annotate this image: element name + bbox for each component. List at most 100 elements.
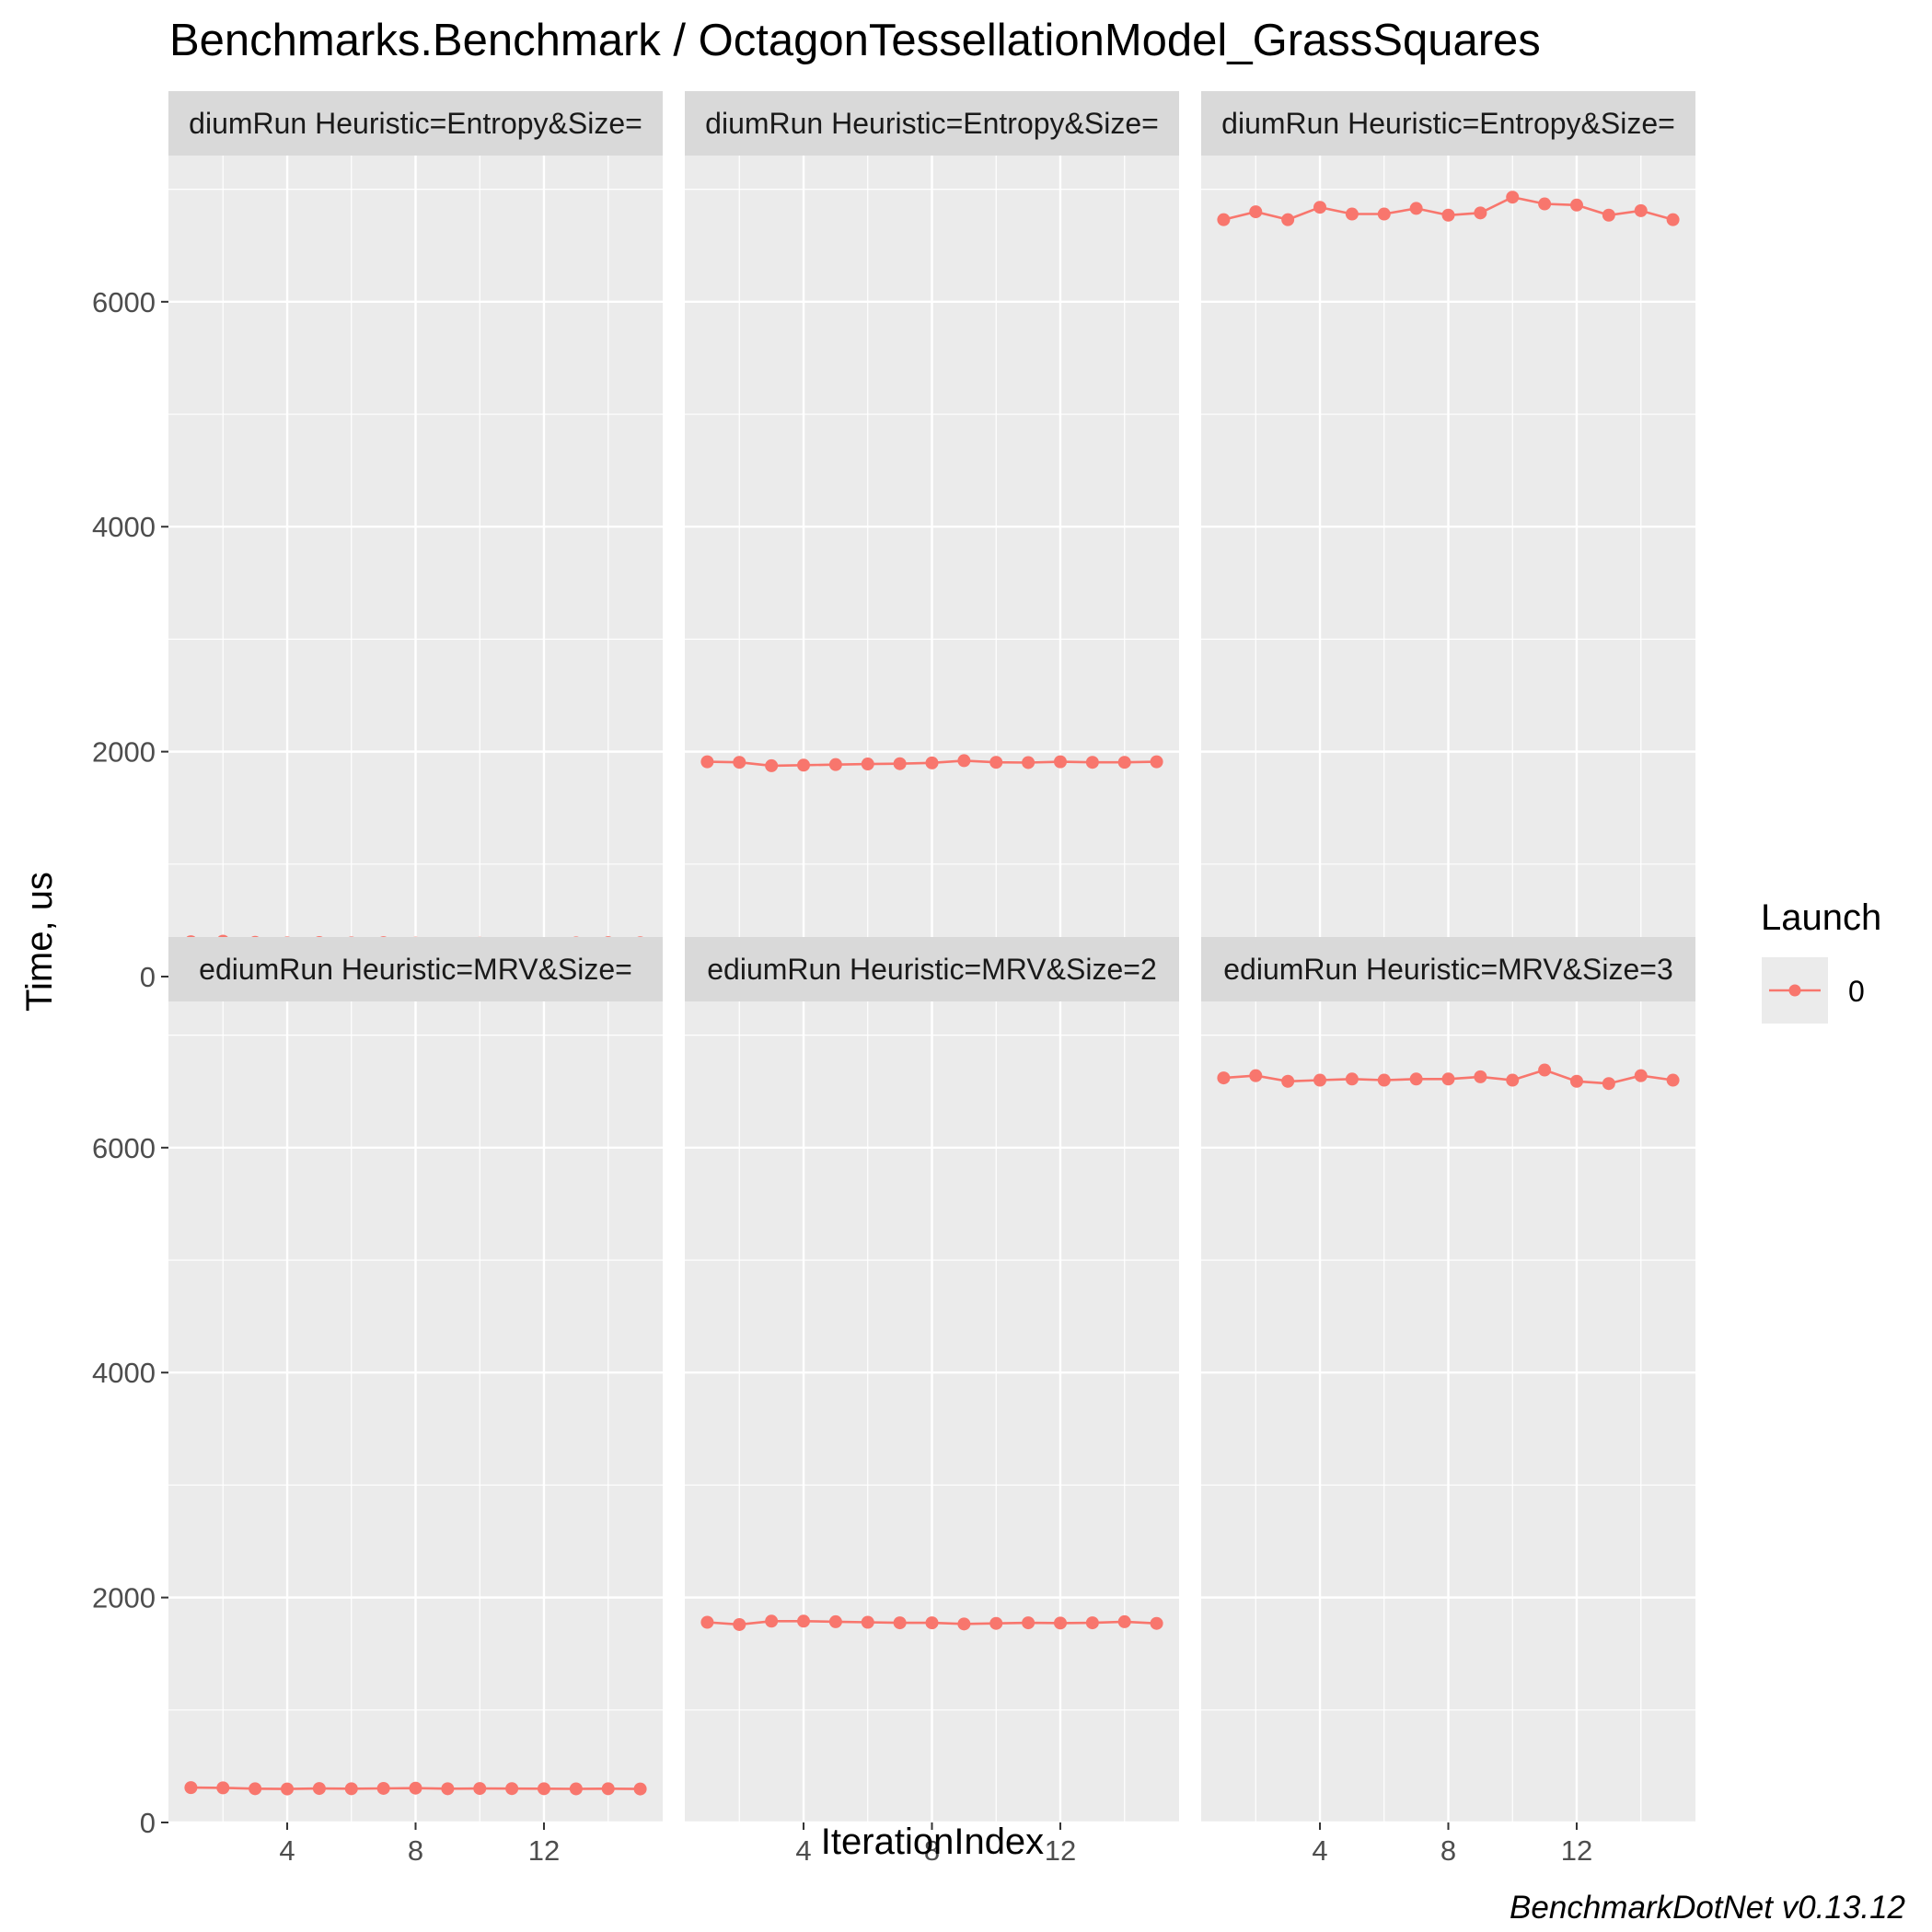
data-point: [828, 1614, 842, 1628]
x-tick-label: 12: [528, 1834, 560, 1867]
x-tick-label: 12: [1561, 1834, 1592, 1867]
data-point: [473, 1782, 487, 1796]
data-point: [1474, 206, 1487, 220]
x-tick-label: 8: [1440, 1834, 1456, 1867]
facet-panel-4: ediumRun Heuristic=MRV&Size=: [168, 937, 663, 1824]
data-point: [216, 1781, 230, 1795]
data-point: [505, 1782, 519, 1796]
facet-strip: [685, 91, 1179, 156]
data-point: [861, 1615, 874, 1629]
x-tick-label: 4: [795, 1834, 811, 1867]
data-point: [797, 758, 811, 772]
y-tick-label: 6000: [92, 1132, 156, 1164]
data-point: [1602, 208, 1615, 222]
data-point: [1506, 1073, 1520, 1087]
data-point: [1053, 755, 1067, 769]
data-point: [1409, 1072, 1423, 1086]
data-point: [1409, 202, 1423, 215]
y-tick-label: 0: [140, 1807, 156, 1839]
y-tick-label: 0: [140, 961, 156, 993]
data-point: [1313, 1073, 1327, 1087]
x-tick-label: 12: [1045, 1834, 1076, 1867]
data-point: [1249, 1069, 1263, 1082]
data-point: [957, 1617, 971, 1631]
data-point: [1569, 198, 1583, 212]
data-point: [1345, 207, 1359, 221]
legend-key-point: [1788, 984, 1801, 997]
data-point: [1474, 1070, 1487, 1083]
facet-panels: diumRun Heuristic=Entropy&Size= diumRun H…: [168, 91, 1695, 1824]
data-point: [1569, 1074, 1583, 1088]
caption: BenchmarkDotNet v0.13.12: [1510, 1890, 1905, 1926]
data-point: [1602, 1077, 1615, 1091]
x-tick-label: 8: [408, 1834, 423, 1867]
data-point: [765, 758, 779, 772]
data-point: [1117, 756, 1131, 769]
data-point: [1022, 1616, 1035, 1630]
legend: Launch 0: [1761, 897, 1881, 1024]
facet-strip-label: ediumRun Heuristic=MRV&Size=3: [1223, 953, 1673, 986]
data-point: [700, 755, 714, 769]
data-point: [828, 758, 842, 771]
data-point: [1217, 1071, 1231, 1085]
data-point: [441, 1782, 455, 1796]
data-point: [376, 1781, 390, 1795]
data-point: [537, 1782, 550, 1796]
y-tick-label: 2000: [92, 1582, 156, 1614]
data-point: [312, 1782, 326, 1796]
data-point: [1666, 213, 1680, 226]
y-tick-label: 4000: [92, 1357, 156, 1389]
data-point: [925, 756, 939, 769]
data-point: [733, 756, 746, 769]
data-point: [989, 756, 1003, 769]
data-point: [569, 1782, 583, 1796]
x-tick-label: 4: [1312, 1834, 1327, 1867]
legend-label-0: 0: [1848, 975, 1865, 1008]
data-point: [1345, 1072, 1359, 1086]
facet-strip-label: diumRun Heuristic=Entropy&Size=: [705, 107, 1159, 140]
facet-strip-label: ediumRun Heuristic=MRV&Size=: [199, 953, 632, 986]
data-point: [1634, 203, 1648, 217]
data-point: [184, 1781, 198, 1795]
data-point: [1377, 1073, 1391, 1087]
data-point: [281, 1782, 295, 1796]
x-tick-label: 8: [924, 1834, 940, 1867]
facet-panel-1: diumRun Heuristic=Entropy&Size=: [168, 91, 663, 978]
data-point: [957, 754, 971, 768]
facet-strip-label: ediumRun Heuristic=MRV&Size=2: [707, 953, 1157, 986]
data-point: [1085, 756, 1099, 769]
facet-strip: [168, 937, 663, 1001]
data-point: [1281, 213, 1295, 226]
data-point: [861, 758, 874, 771]
data-point: [989, 1616, 1003, 1630]
data-point: [601, 1782, 615, 1796]
data-point: [249, 1782, 262, 1796]
data-point: [1538, 197, 1552, 211]
data-point: [1249, 205, 1263, 219]
data-point: [1441, 1072, 1455, 1086]
data-point: [700, 1615, 714, 1629]
data-point: [344, 1782, 358, 1796]
x-tick-label: 4: [279, 1834, 295, 1867]
data-point: [1022, 756, 1035, 769]
y-tick-label: 4000: [92, 511, 156, 543]
data-point: [797, 1614, 811, 1628]
x-axis-title: IterationIndex: [821, 1822, 1044, 1862]
data-point: [409, 1781, 422, 1795]
data-point: [1117, 1614, 1131, 1628]
facet-strip-label: diumRun Heuristic=Entropy&Size=: [1221, 107, 1675, 140]
y-tick-label: 6000: [92, 286, 156, 318]
facet-strip: [168, 91, 663, 156]
data-point: [1538, 1063, 1552, 1077]
y-axis-title: Time, us: [19, 872, 60, 1012]
y-tick-label: 2000: [92, 736, 156, 769]
facet-panel-5: ediumRun Heuristic=MRV&Size=2: [685, 937, 1179, 1824]
data-point: [1150, 1616, 1163, 1630]
data-point: [1313, 201, 1327, 214]
data-point: [765, 1614, 779, 1628]
data-point: [893, 1616, 907, 1630]
legend-title: Launch: [1761, 897, 1881, 938]
facet-panel-3: diumRun Heuristic=Entropy&Size=: [1201, 91, 1695, 978]
data-point: [1377, 207, 1391, 221]
data-point: [893, 757, 907, 770]
